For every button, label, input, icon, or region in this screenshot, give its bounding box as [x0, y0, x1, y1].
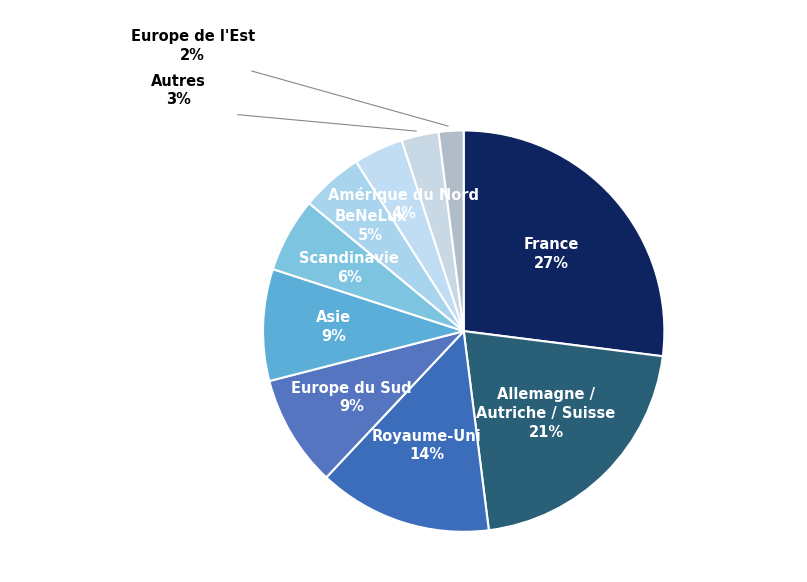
Text: BeNeLux
5%: BeNeLux 5%: [334, 209, 407, 243]
Text: Allemagne /
Autriche / Suisse
21%: Allemagne / Autriche / Suisse 21%: [476, 388, 616, 439]
Wedge shape: [309, 162, 464, 331]
Text: Autres
3%: Autres 3%: [151, 73, 206, 107]
Wedge shape: [356, 140, 464, 331]
Text: Europe du Sud
9%: Europe du Sud 9%: [291, 381, 412, 414]
Text: Europe de l'Est
2%: Europe de l'Est 2%: [131, 29, 255, 63]
Wedge shape: [326, 331, 489, 532]
Wedge shape: [438, 130, 464, 331]
Wedge shape: [270, 331, 464, 477]
Wedge shape: [464, 130, 664, 356]
Text: Scandinavie
6%: Scandinavie 6%: [299, 251, 399, 285]
Wedge shape: [402, 132, 464, 331]
Text: Asie
9%: Asie 9%: [316, 310, 351, 344]
Wedge shape: [263, 269, 464, 381]
Wedge shape: [464, 331, 663, 530]
Text: France
27%: France 27%: [523, 237, 579, 271]
Text: Amérique du Nord
4%: Amérique du Nord 4%: [328, 187, 479, 221]
Wedge shape: [273, 203, 464, 331]
Text: Royaume-Uni
14%: Royaume-Uni 14%: [371, 429, 481, 463]
